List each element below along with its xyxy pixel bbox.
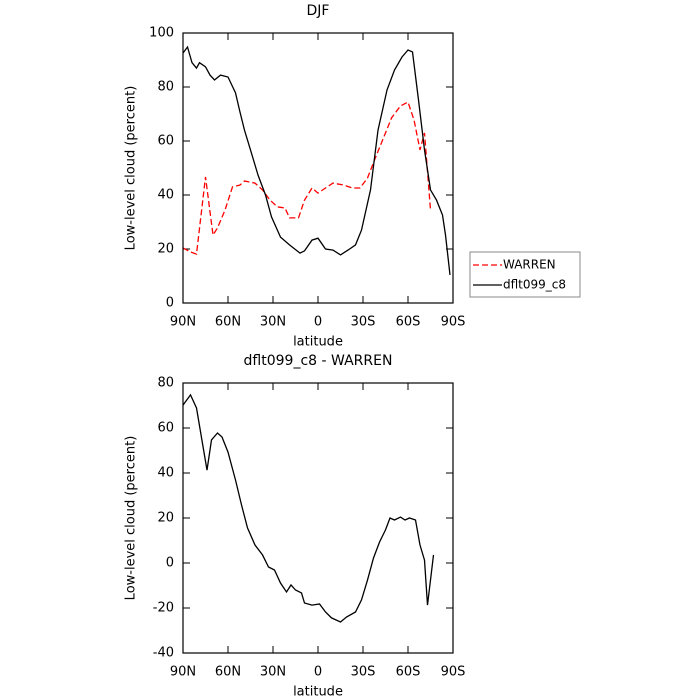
x-axis-label: latitude (293, 685, 343, 700)
x-tick-label: 60N (215, 315, 241, 330)
data-line (182, 393, 435, 623)
legend-box (469, 251, 581, 298)
data-line (182, 101, 432, 255)
x-tick-label: 0 (314, 315, 322, 330)
x-tick-label: 90N (170, 665, 196, 680)
x-tick-label: 30S (351, 665, 376, 680)
y-tick-label: 40 (157, 188, 174, 203)
data-line (182, 45, 451, 275)
y-tick-label: 40 (157, 466, 174, 481)
y-tick-label: -20 (153, 601, 174, 616)
y-tick-label: 80 (157, 376, 174, 391)
y-axis-label: Low-level cloud (percent) (124, 436, 139, 601)
legend-label: WARREN (503, 258, 556, 272)
x-axis-label: latitude (293, 335, 343, 350)
y-tick-label: -40 (153, 646, 174, 661)
y-tick-label: 60 (157, 134, 174, 149)
x-tick-label: 60S (396, 315, 421, 330)
x-tick-label: 90S (441, 315, 466, 330)
plot-frame (182, 32, 454, 304)
chart-title: dflt099_c8 - WARREN (244, 353, 393, 369)
chart-title: DJF (307, 3, 330, 19)
y-tick-label: 100 (149, 26, 174, 41)
y-tick-label: 60 (157, 421, 174, 436)
y-tick-label: 20 (157, 511, 174, 526)
legend-label: dflt099_c8 (503, 278, 566, 292)
y-tick-label: 0 (166, 556, 174, 571)
y-tick-label: 20 (157, 242, 174, 257)
y-axis-label: Low-level cloud (percent) (124, 86, 139, 251)
plot-frame (182, 382, 454, 654)
x-tick-label: 30N (260, 665, 286, 680)
x-tick-label: 0 (314, 665, 322, 680)
x-tick-label: 90N (170, 315, 196, 330)
x-tick-label: 30N (260, 315, 286, 330)
x-tick-label: 90S (441, 665, 466, 680)
x-tick-label: 30S (351, 315, 376, 330)
x-tick-label: 60N (215, 665, 241, 680)
y-tick-label: 80 (157, 80, 174, 95)
y-tick-label: 0 (166, 296, 174, 311)
x-tick-label: 60S (396, 665, 421, 680)
